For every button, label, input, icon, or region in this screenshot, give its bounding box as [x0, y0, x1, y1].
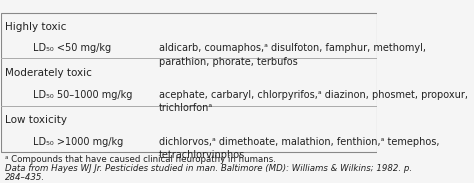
Text: Moderately toxic: Moderately toxic	[5, 68, 92, 79]
Text: Data from Hayes WJ Jr. Pesticides studied in man. Baltimore (MD): Williams & Wil: Data from Hayes WJ Jr. Pesticides studie…	[5, 164, 412, 173]
Text: LD₅₀ 50–1000 mg/kg: LD₅₀ 50–1000 mg/kg	[33, 90, 133, 100]
FancyBboxPatch shape	[1, 13, 377, 152]
Text: LD₅₀ <50 mg/kg: LD₅₀ <50 mg/kg	[33, 43, 111, 53]
Text: Highly toxic: Highly toxic	[5, 22, 66, 31]
Text: LD₅₀ >1000 mg/kg: LD₅₀ >1000 mg/kg	[33, 137, 124, 147]
Text: 284–435.: 284–435.	[5, 173, 45, 182]
Text: acephate, carbaryl, chlorpyrifos,ᵃ diazinon, phosmet, propoxur,
trichlorfonᵃ: acephate, carbaryl, chlorpyrifos,ᵃ diazi…	[159, 90, 468, 113]
Text: dichlorvos,ᵃ dimethoate, malathion, fenthion,ᵃ temephos,
tetrachlorvinphos: dichlorvos,ᵃ dimethoate, malathion, fent…	[159, 137, 439, 160]
Text: ᵃ Compounds that have caused clinical neuropathy in humans.: ᵃ Compounds that have caused clinical ne…	[5, 155, 276, 164]
Text: aldicarb, coumaphos,ᵃ disulfoton, famphur, methomyl,
parathion, phorate, terbufo: aldicarb, coumaphos,ᵃ disulfoton, famphu…	[159, 43, 426, 66]
Text: Low toxicity: Low toxicity	[5, 115, 67, 125]
